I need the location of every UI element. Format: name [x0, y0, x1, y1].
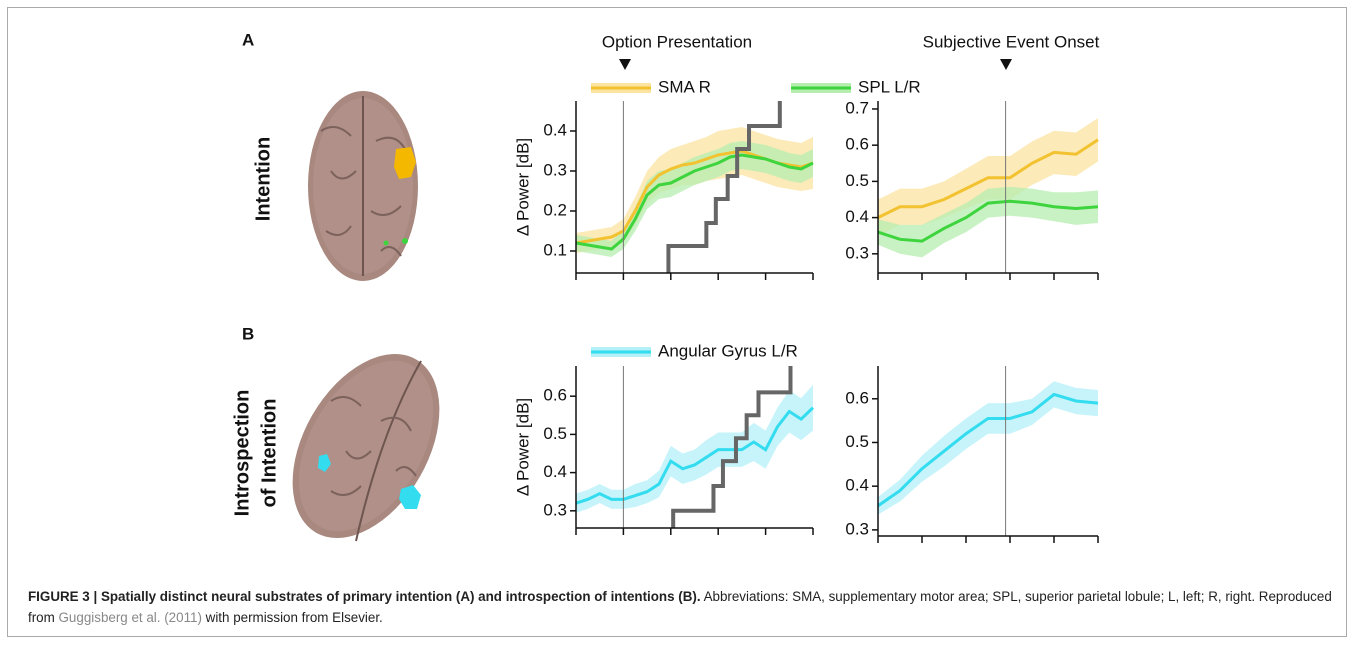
caption-link[interactable]: Guggisberg et al. (2011)	[59, 610, 202, 625]
event-label: Subjective Event Onset	[923, 32, 1100, 51]
error-band	[576, 127, 813, 253]
caption-title: FIGURE 3 | Spatially distinct neural sub…	[28, 589, 701, 604]
y-tick-label: 0.3	[543, 160, 567, 179]
y-axis-label: Δ Power [dB]	[513, 138, 532, 236]
y-tick-label: 0.4	[845, 207, 869, 226]
y-tick-label: 0.4	[543, 462, 567, 481]
panel-label: B	[242, 324, 254, 343]
event-label: Option Presentation	[602, 32, 752, 51]
event-marker	[619, 59, 631, 70]
row-label: Introspection	[231, 390, 253, 517]
y-tick-label: 0.3	[845, 243, 869, 262]
y-tick-label: 0.6	[845, 135, 869, 154]
caption-text: with permission from Elsevier.	[202, 610, 383, 625]
caption: FIGURE 3 | Spatially distinct neural sub…	[28, 586, 1343, 628]
y-tick-label: 0.5	[845, 432, 869, 451]
legend-label: SPL L/R	[858, 77, 921, 96]
y-tick-label: 0.1	[543, 240, 567, 259]
y-tick-label: 0.4	[845, 476, 869, 495]
y-tick-label: 0.6	[845, 388, 869, 407]
brain-oblique	[262, 328, 469, 563]
page: {"figure":{"panels":[{"label":"A","row_l…	[0, 0, 1355, 645]
y-axis-label: Δ Power [dB]	[513, 398, 532, 496]
y-tick-label: 0.6	[543, 386, 567, 405]
brain-top	[308, 91, 418, 281]
legend-label: SMA R	[658, 77, 711, 96]
legend-label: Angular Gyrus L/R	[658, 341, 798, 360]
y-tick-label: 0.7	[845, 98, 869, 117]
y-tick-label: 0.3	[543, 500, 567, 519]
y-tick-label: 0.5	[543, 424, 567, 443]
row-label: Intention	[252, 137, 274, 221]
error-band	[576, 385, 813, 513]
panel-label: A	[242, 30, 254, 49]
event-marker	[1000, 59, 1012, 70]
error-band	[878, 381, 1098, 514]
y-tick-label: 0.2	[543, 200, 567, 219]
y-tick-label: 0.3	[845, 519, 869, 538]
row-label: of Intention	[258, 399, 280, 508]
figure: A B Intention Introspection of Intention…	[8, 8, 1348, 578]
figure-frame: A B Intention Introspection of Intention…	[7, 7, 1347, 637]
y-tick-label: 0.5	[845, 171, 869, 190]
y-tick-label: 0.4	[543, 120, 567, 139]
